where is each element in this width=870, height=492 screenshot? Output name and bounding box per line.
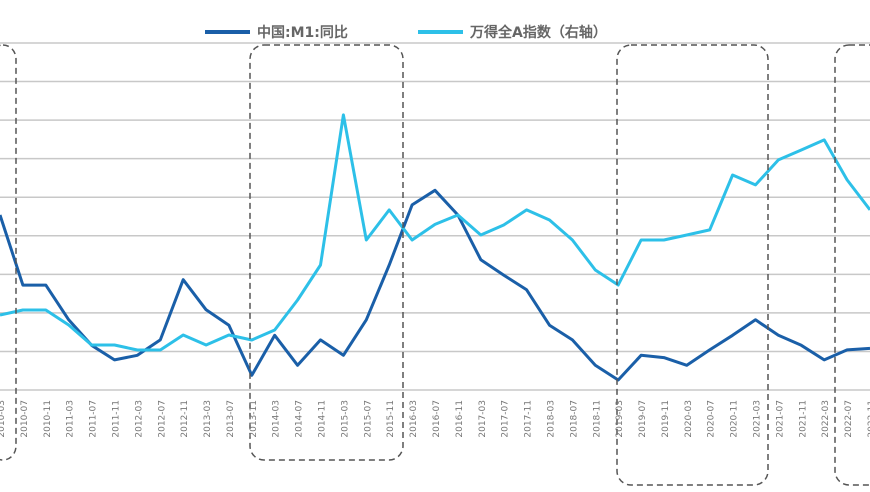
x-tick-label: 2014-11 bbox=[318, 400, 328, 438]
x-tick-label: 2018-11 bbox=[592, 400, 602, 438]
period-box bbox=[0, 44, 17, 461]
x-tick-label: 2013-11 bbox=[249, 400, 259, 438]
x-tick-label: 2013-03 bbox=[203, 400, 213, 438]
series-line bbox=[0, 113, 870, 352]
x-tick-label: 2013-07 bbox=[226, 400, 236, 438]
x-tick-label: 2020-03 bbox=[684, 400, 694, 438]
legend-label: 万得全A指数（右轴） bbox=[469, 24, 607, 41]
x-tick-label: 2018-07 bbox=[569, 400, 579, 438]
x-tick-label: 2020-07 bbox=[707, 400, 717, 438]
x-tick-label: 2021-03 bbox=[753, 400, 763, 438]
x-tick-label: 2011-03 bbox=[66, 400, 76, 438]
x-tick-label: 2022-07 bbox=[844, 400, 854, 438]
x-axis: 2010-03 2010-07 2010-11 2011-03 2011-07 2011-… bbox=[0, 400, 870, 438]
x-tick-label: 2011-07 bbox=[89, 400, 99, 438]
x-tick-label: 2017-07 bbox=[501, 400, 511, 438]
x-tick-label: 2014-07 bbox=[295, 400, 305, 438]
x-tick-label: 2010-07 bbox=[20, 400, 30, 438]
period-box bbox=[616, 44, 769, 486]
x-tick-label: 2018-03 bbox=[546, 400, 556, 438]
lines bbox=[0, 113, 870, 382]
x-tick-label: 2017-03 bbox=[478, 400, 488, 438]
x-tick-label: 2020-11 bbox=[730, 400, 740, 438]
x-tick-label: 2016-03 bbox=[409, 400, 419, 438]
x-tick-label: 2019-07 bbox=[638, 400, 648, 438]
x-tick-label: 2012-11 bbox=[180, 400, 190, 438]
legend: 中国:M1:同比 万得全A指数（右轴） bbox=[205, 24, 607, 41]
x-tick-label: 2022-03 bbox=[821, 400, 831, 438]
legend-label: 中国:M1:同比 bbox=[257, 24, 348, 41]
x-tick-label: 2012-03 bbox=[134, 400, 144, 438]
x-tick-label: 2015-11 bbox=[386, 400, 396, 438]
x-tick-label: 2019-11 bbox=[661, 400, 671, 438]
x-tick-label: 2019-03 bbox=[615, 400, 625, 438]
period-box bbox=[834, 44, 870, 486]
x-tick-label: 2010-03 bbox=[0, 400, 7, 438]
x-tick-label: 2011-11 bbox=[111, 400, 121, 438]
grid bbox=[0, 42, 870, 391]
period-box bbox=[249, 44, 404, 461]
x-tick-label: 2010-11 bbox=[43, 400, 53, 438]
x-tick-label: 2016-11 bbox=[455, 400, 465, 438]
x-tick-label: 2014-03 bbox=[272, 400, 282, 438]
x-tick-label: 2017-11 bbox=[524, 400, 534, 438]
x-tick-label: 2022-11 bbox=[867, 400, 870, 438]
x-tick-label: 2021-11 bbox=[798, 400, 808, 438]
x-tick-label: 2012-07 bbox=[157, 400, 167, 438]
x-tick-label: 2016-07 bbox=[432, 400, 442, 438]
x-tick-label: 2015-07 bbox=[363, 400, 373, 438]
x-tick-label: 2021-07 bbox=[775, 400, 785, 438]
x-tick-label: 2015-03 bbox=[340, 400, 350, 438]
